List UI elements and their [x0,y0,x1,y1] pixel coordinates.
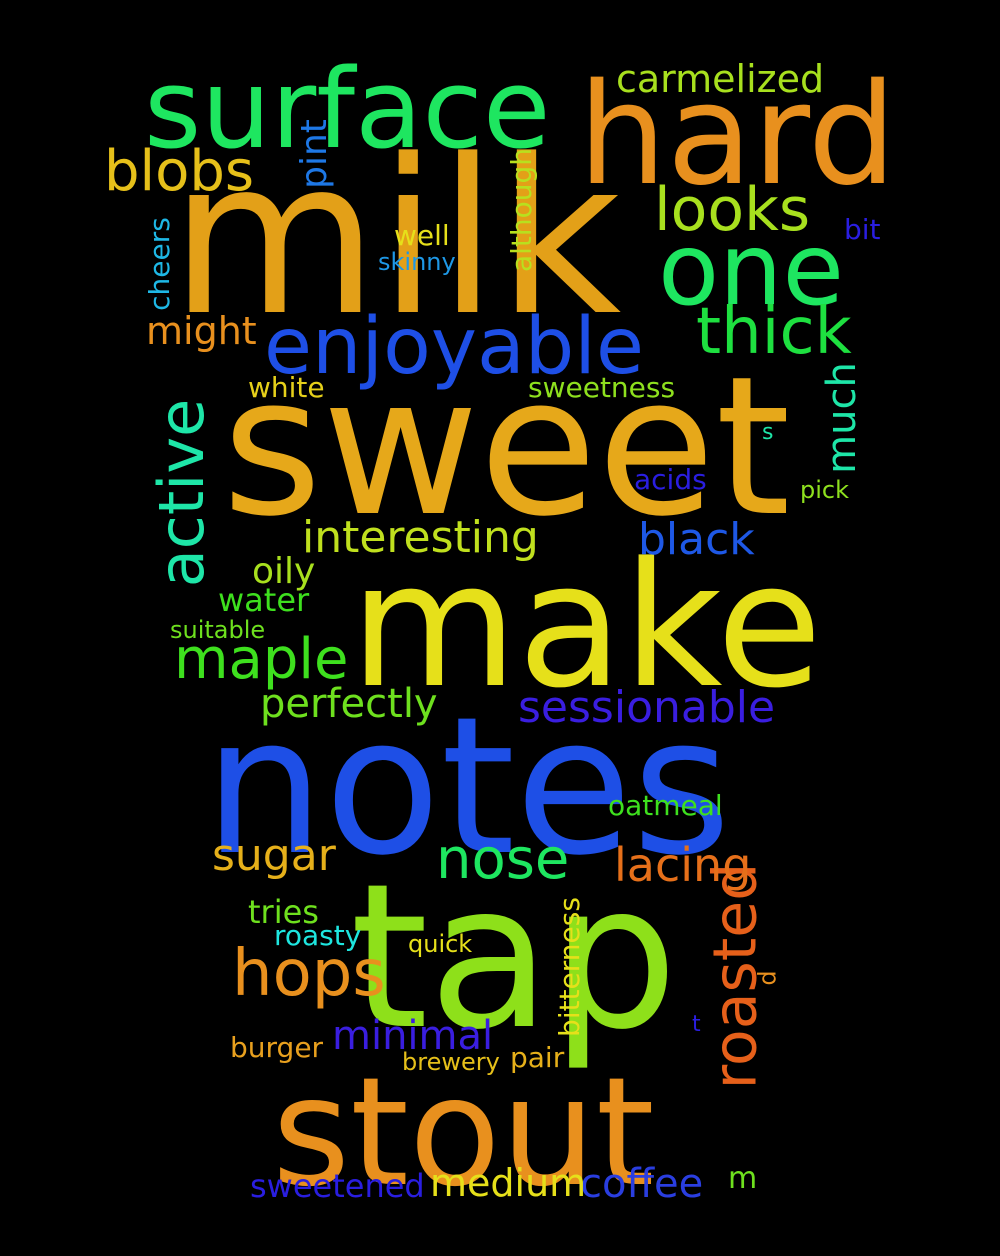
word-lacing: lacing [614,838,752,892]
word-minimal: minimal [332,1013,494,1059]
word-black: black [638,514,755,565]
word-perfectly: perfectly [260,681,438,727]
word-tries: tries [248,893,319,931]
word-sweetened: sweetened [250,1167,425,1205]
word-t: t [692,1012,701,1037]
word-make: make [350,525,823,726]
word-well: well [394,219,450,252]
word-maple: maple [174,627,349,692]
word-hops: hops [232,937,386,1011]
word-suitable: suitable [170,616,266,644]
word-coffee: coffee [580,1161,704,1207]
word-oily: oily [252,551,316,592]
word-s: s [762,420,774,445]
word-active: active [145,398,219,588]
word-burger: burger [230,1031,324,1064]
word-sweet: sweet [222,336,791,559]
word-m: m [728,1161,758,1196]
word-carmelized: carmelized [616,57,825,101]
word-d: d [753,970,782,986]
word-oatmeal: oatmeal [608,789,723,822]
word-quick: quick [408,930,473,958]
word-one: one [658,211,845,328]
word-cheers: cheers [142,217,176,311]
word-acids: acids [634,463,707,496]
word-interesting: interesting [302,512,539,563]
word-roasty: roasty [274,919,362,952]
word-much: much [818,362,865,474]
word-stout: stout [272,1046,655,1220]
word-sessionable: sessionable [518,682,776,733]
word-pick: pick [800,476,849,504]
word-hard: hard [578,54,897,217]
word-tap: tap [350,841,678,1074]
word-water: water [218,581,310,619]
word-thick: thick [696,295,852,369]
word-notes: notes [204,676,732,897]
word-nose: nose [436,827,570,892]
word-sweetness: sweetness [528,371,676,404]
word-white: white [248,371,325,404]
word-pint: pint [293,119,335,189]
word-pair: pair [510,1041,565,1074]
word-blobs: blobs [104,139,255,204]
word-medium: medium [430,1161,587,1205]
word-surface: surface [144,45,551,173]
word-bitterness: bitterness [552,897,586,1037]
word-enjoyable: enjoyable [264,302,644,392]
word-milk: milk [170,114,622,363]
word-brewery: brewery [402,1048,500,1076]
word-skinny: skinny [378,248,456,276]
word-might: might [146,309,257,353]
word-looks: looks [654,175,811,245]
word-although: although [505,147,539,273]
word-bit: bit [844,213,881,246]
word-sugar: sugar [212,830,336,881]
